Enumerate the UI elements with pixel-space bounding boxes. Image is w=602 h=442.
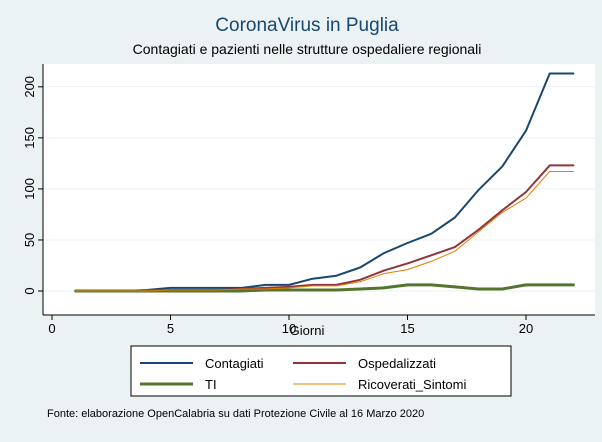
- legend-box: [130, 345, 512, 397]
- legend-label-ti: TI: [205, 377, 217, 392]
- y-tick-label: 0: [22, 287, 37, 294]
- legend-label-ricoverati-sintomi: Ricoverati_Sintomi: [358, 377, 466, 392]
- chart-title: CoronaVirus in Puglia: [215, 15, 399, 36]
- series-lines: [74, 72, 575, 293]
- x-axis-label: Giorni: [290, 323, 325, 338]
- legend: Contagiati Ospedalizzati TI Ricoverati_Sint…: [140, 356, 466, 392]
- y-tick-label: 150: [22, 127, 37, 149]
- y-tick-label: 50: [22, 233, 37, 247]
- series-line-ricoverati-sintomi: [75, 171, 574, 292]
- series-line-contagiati: [74, 72, 575, 292]
- x-tick-label: 10: [282, 321, 296, 336]
- legend-label-ospedalizzati: Ospedalizzati: [358, 356, 436, 371]
- axes: 0 50 100 150 200 0 5 10 15 20: [22, 64, 595, 336]
- plot-region: [43, 64, 595, 315]
- y-tick-label: 200: [22, 76, 37, 98]
- x-tick-label: 20: [519, 321, 533, 336]
- chart-subtitle: Contagiati e pazienti nelle strutture os…: [133, 41, 482, 57]
- legend-label-contagiati: Contagiati: [205, 356, 264, 371]
- x-tick-label: 15: [400, 321, 414, 336]
- x-tick-label: 5: [167, 321, 174, 336]
- y-tick-label: 100: [22, 178, 37, 200]
- source-note: Fonte: elaborazione OpenCalabria su dati…: [47, 408, 424, 420]
- x-tick-label: 0: [48, 321, 55, 336]
